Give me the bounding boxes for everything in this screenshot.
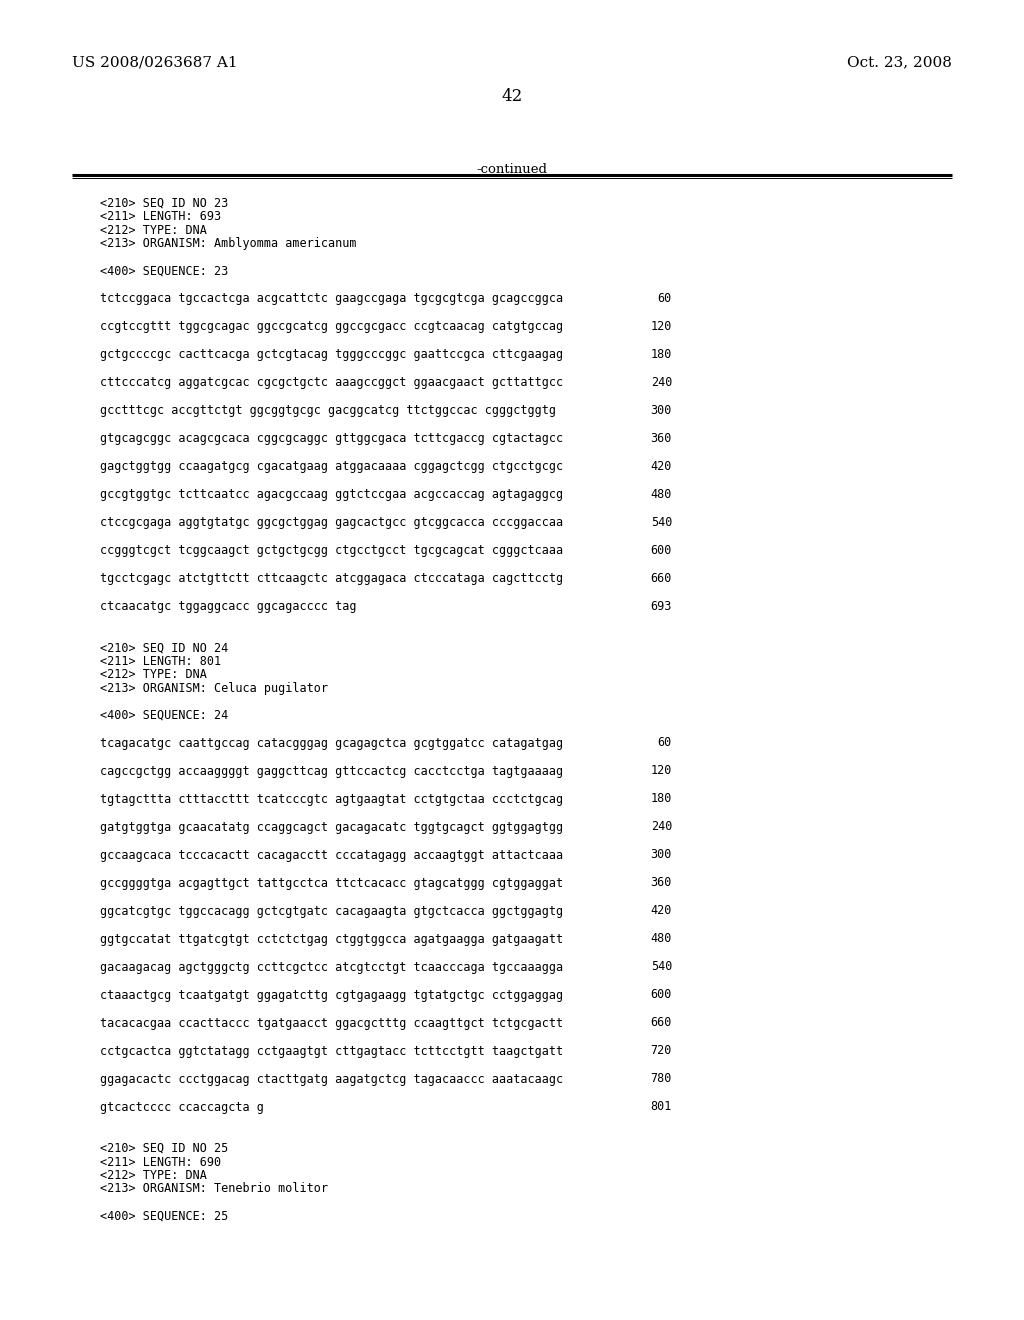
Text: cttcccatcg aggatcgcac cgcgctgctc aaagccggct ggaacgaact gcttattgcc: cttcccatcg aggatcgcac cgcgctgctc aaagccg… (100, 376, 563, 389)
Text: 780: 780 (650, 1072, 672, 1085)
Text: 600: 600 (650, 989, 672, 1002)
Text: 420: 420 (650, 459, 672, 473)
Text: gatgtggtga gcaacatatg ccaggcagct gacagacatc tggtgcagct ggtggagtgg: gatgtggtga gcaacatatg ccaggcagct gacagac… (100, 821, 563, 833)
Text: 300: 300 (650, 849, 672, 862)
Text: <213> ORGANISM: Celuca pugilator: <213> ORGANISM: Celuca pugilator (100, 682, 328, 696)
Text: 60: 60 (657, 737, 672, 750)
Text: 540: 540 (650, 961, 672, 974)
Text: ggtgccatat ttgatcgtgt cctctctgag ctggtggcca agatgaagga gatgaagatt: ggtgccatat ttgatcgtgt cctctctgag ctggtgg… (100, 932, 563, 945)
Text: 42: 42 (502, 88, 522, 106)
Text: 420: 420 (650, 904, 672, 917)
Text: cctgcactca ggtctatagg cctgaagtgt cttgagtacc tcttcctgtt taagctgatt: cctgcactca ggtctatagg cctgaagtgt cttgagt… (100, 1044, 563, 1057)
Text: 801: 801 (650, 1101, 672, 1114)
Text: tgtagcttta ctttaccttt tcatcccgtc agtgaagtat cctgtgctaa ccctctgcag: tgtagcttta ctttaccttt tcatcccgtc agtgaag… (100, 792, 563, 805)
Text: 120: 120 (650, 319, 672, 333)
Text: <400> SEQUENCE: 24: <400> SEQUENCE: 24 (100, 709, 228, 722)
Text: 600: 600 (650, 544, 672, 557)
Text: ggcatcgtgc tggccacagg gctcgtgatc cacagaagta gtgctcacca ggctggagtg: ggcatcgtgc tggccacagg gctcgtgatc cacagaa… (100, 904, 563, 917)
Text: gccaagcaca tcccacactt cacagacctt cccatagagg accaagtggt attactcaaa: gccaagcaca tcccacactt cacagacctt cccatag… (100, 849, 563, 862)
Text: Oct. 23, 2008: Oct. 23, 2008 (847, 55, 952, 69)
Text: ccgggtcgct tcggcaagct gctgctgcgg ctgcctgcct tgcgcagcat cgggctcaaa: ccgggtcgct tcggcaagct gctgctgcgg ctgcctg… (100, 544, 563, 557)
Text: 300: 300 (650, 404, 672, 417)
Text: tacacacgaa ccacttaccc tgatgaacct ggacgctttg ccaagttgct tctgcgactt: tacacacgaa ccacttaccc tgatgaacct ggacgct… (100, 1016, 563, 1030)
Text: <212> TYPE: DNA: <212> TYPE: DNA (100, 224, 207, 238)
Text: <212> TYPE: DNA: <212> TYPE: DNA (100, 668, 207, 681)
Text: gtgcagcggc acagcgcaca cggcgcaggc gttggcgaca tcttcgaccg cgtactagcc: gtgcagcggc acagcgcaca cggcgcaggc gttggcg… (100, 432, 563, 445)
Text: ctaaactgcg tcaatgatgt ggagatcttg cgtgagaagg tgtatgctgc cctggaggag: ctaaactgcg tcaatgatgt ggagatcttg cgtgaga… (100, 989, 563, 1002)
Text: -continued: -continued (476, 162, 548, 176)
Text: <400> SEQUENCE: 25: <400> SEQUENCE: 25 (100, 1209, 228, 1222)
Text: <211> LENGTH: 693: <211> LENGTH: 693 (100, 210, 221, 223)
Text: 60: 60 (657, 292, 672, 305)
Text: 180: 180 (650, 348, 672, 360)
Text: <210> SEQ ID NO 24: <210> SEQ ID NO 24 (100, 642, 228, 655)
Text: 693: 693 (650, 601, 672, 612)
Text: 480: 480 (650, 932, 672, 945)
Text: 540: 540 (650, 516, 672, 529)
Text: cagccgctgg accaaggggt gaggcttcag gttccactcg cacctcctga tagtgaaaag: cagccgctgg accaaggggt gaggcttcag gttccac… (100, 764, 563, 777)
Text: gctgccccgc cacttcacga gctcgtacag tgggcccggc gaattccgca cttcgaagag: gctgccccgc cacttcacga gctcgtacag tgggccc… (100, 348, 563, 360)
Text: <211> LENGTH: 690: <211> LENGTH: 690 (100, 1155, 221, 1168)
Text: gacaagacag agctgggctg ccttcgctcc atcgtcctgt tcaacccaga tgccaaagga: gacaagacag agctgggctg ccttcgctcc atcgtcc… (100, 961, 563, 974)
Text: gccgtggtgc tcttcaatcc agacgccaag ggtctccgaa acgccaccag agtagaggcg: gccgtggtgc tcttcaatcc agacgccaag ggtctcc… (100, 488, 563, 502)
Text: 660: 660 (650, 572, 672, 585)
Text: ctccgcgaga aggtgtatgc ggcgctggag gagcactgcc gtcggcacca cccggaccaa: ctccgcgaga aggtgtatgc ggcgctggag gagcact… (100, 516, 563, 529)
Text: 240: 240 (650, 376, 672, 389)
Text: <213> ORGANISM: Amblyomma americanum: <213> ORGANISM: Amblyomma americanum (100, 238, 356, 251)
Text: 360: 360 (650, 876, 672, 890)
Text: ctcaacatgc tggaggcacc ggcagacccc tag: ctcaacatgc tggaggcacc ggcagacccc tag (100, 601, 356, 612)
Text: US 2008/0263687 A1: US 2008/0263687 A1 (72, 55, 238, 69)
Text: gtcactcccc ccaccagcta g: gtcactcccc ccaccagcta g (100, 1101, 264, 1114)
Text: ggagacactc ccctggacag ctacttgatg aagatgctcg tagacaaccc aaatacaagc: ggagacactc ccctggacag ctacttgatg aagatgc… (100, 1072, 563, 1085)
Text: 720: 720 (650, 1044, 672, 1057)
Text: 180: 180 (650, 792, 672, 805)
Text: <400> SEQUENCE: 23: <400> SEQUENCE: 23 (100, 264, 228, 277)
Text: 360: 360 (650, 432, 672, 445)
Text: tcagacatgc caattgccag catacgggag gcagagctca gcgtggatcc catagatgag: tcagacatgc caattgccag catacgggag gcagagc… (100, 737, 563, 750)
Text: <211> LENGTH: 801: <211> LENGTH: 801 (100, 655, 221, 668)
Text: <210> SEQ ID NO 23: <210> SEQ ID NO 23 (100, 197, 228, 210)
Text: <213> ORGANISM: Tenebrio molitor: <213> ORGANISM: Tenebrio molitor (100, 1183, 328, 1196)
Text: 660: 660 (650, 1016, 672, 1030)
Text: <210> SEQ ID NO 25: <210> SEQ ID NO 25 (100, 1142, 228, 1155)
Text: 120: 120 (650, 764, 672, 777)
Text: gccggggtga acgagttgct tattgcctca ttctcacacc gtagcatggg cgtggaggat: gccggggtga acgagttgct tattgcctca ttctcac… (100, 876, 563, 890)
Text: 240: 240 (650, 821, 672, 833)
Text: ccgtccgttt tggcgcagac ggccgcatcg ggccgcgacc ccgtcaacag catgtgccag: ccgtccgttt tggcgcagac ggccgcatcg ggccgcg… (100, 319, 563, 333)
Text: gcctttcgc accgttctgt ggcggtgcgc gacggcatcg ttctggccac cgggctggtg: gcctttcgc accgttctgt ggcggtgcgc gacggcat… (100, 404, 556, 417)
Text: 480: 480 (650, 488, 672, 502)
Text: gagctggtgg ccaagatgcg cgacatgaag atggacaaaa cggagctcgg ctgcctgcgc: gagctggtgg ccaagatgcg cgacatgaag atggaca… (100, 459, 563, 473)
Text: tgcctcgagc atctgttctt cttcaagctc atcggagaca ctcccataga cagcttcctg: tgcctcgagc atctgttctt cttcaagctc atcggag… (100, 572, 563, 585)
Text: tctccggaca tgccactcga acgcattctc gaagccgaga tgcgcgtcga gcagccggca: tctccggaca tgccactcga acgcattctc gaagccg… (100, 292, 563, 305)
Text: <212> TYPE: DNA: <212> TYPE: DNA (100, 1170, 207, 1181)
